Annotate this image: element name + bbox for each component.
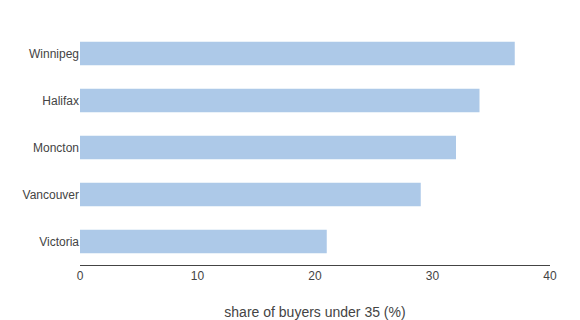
- svg-text:Winnipeg: Winnipeg: [29, 47, 79, 61]
- svg-text:share of buyers under 35 (%): share of buyers under 35 (%): [224, 304, 405, 320]
- svg-text:30: 30: [426, 269, 440, 283]
- svg-text:40: 40: [543, 269, 557, 283]
- svg-text:Moncton: Moncton: [33, 141, 79, 155]
- svg-text:20: 20: [308, 269, 322, 283]
- svg-text:10: 10: [191, 269, 205, 283]
- svg-text:Halifax: Halifax: [42, 94, 79, 108]
- svg-text:0: 0: [77, 269, 84, 283]
- svg-text:Victoria: Victoria: [39, 235, 79, 249]
- svg-text:Vancouver: Vancouver: [23, 188, 79, 202]
